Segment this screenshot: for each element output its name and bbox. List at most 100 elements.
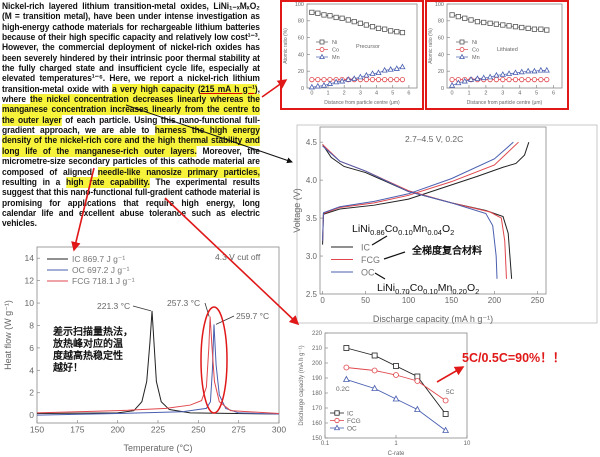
y-tick-label: 100 [435,2,444,8]
y-tick-label: 4 [29,365,34,375]
circle-marker [315,77,321,83]
x-axis-label: Distance from particle centre (μm) [324,100,400,106]
peak-label: 257.3 °C [167,298,200,308]
square-marker [339,15,345,21]
triangle-marker [371,384,379,391]
triangle-marker [393,65,400,71]
square-marker [531,26,538,32]
peak-pointer [215,315,235,325]
formula-part: O [467,282,475,294]
square-marker [468,17,474,23]
square-marker [481,19,487,26]
triangle-marker [392,395,400,402]
triangle-marker [413,405,421,412]
x-tick-label: 3 [501,91,504,97]
square-marker [474,19,481,25]
triangle-marker [357,73,364,80]
peak-pointer [204,302,210,317]
y-tick-label: 80 [298,19,304,25]
square-marker [442,411,449,417]
triangle-marker [326,80,334,86]
circle-marker [506,77,512,83]
x-tick-label: 10 [464,441,471,447]
discharge-curve-IC [322,144,513,279]
triangle-marker [455,79,462,86]
text-segment: Nickel-rich layered lithium transition-m… [2,1,260,95]
peak-label: 221.3 °C [97,301,130,311]
y-tick-label: 3.0 [306,252,318,261]
x-tick-label: 1 [326,91,329,97]
legend-label: OC [347,425,357,432]
subscript: 0.04 [427,228,442,237]
x-axis-label: Temperature (°C) [123,443,192,453]
plot-frame [319,126,547,295]
x-tick-label: 200 [111,425,125,435]
y-tick-label: 160 [312,421,323,427]
dsc-curve-FCG [36,316,280,414]
triangle-marker [375,69,382,76]
dsc-curve-IC [36,310,280,415]
formula-part: Mn [438,282,453,294]
x-tick-label: 6 [407,91,410,97]
triangle-marker [518,68,525,75]
x-tick-label: 5 [535,91,538,97]
x-tick-label: 0.1 [321,441,330,447]
chart-label: 4.3 V cut off [215,252,261,262]
x-tick-label: 1 [467,91,470,97]
square-marker [544,27,550,33]
triangle-marker [333,424,341,431]
subscript: 2 [450,228,454,237]
x-tick-label: 100 [402,296,416,305]
plot-frame [306,3,418,89]
x-tick-label: 3 [359,91,362,97]
highlighted-text: 215 mA h g⁻¹ [200,83,255,95]
circle-marker [493,77,499,83]
square-marker [525,25,531,31]
legend-label: OC 697.2 J g⁻¹ [72,265,130,275]
y-tick-label: 14 [25,253,35,263]
y-tick-label: 3.5 [306,214,318,223]
triangle-marker [459,53,465,59]
formula-part: LiNi [352,223,370,235]
circle-marker [363,77,369,83]
circle-marker [512,77,519,83]
y-tick-label: 60 [298,36,304,42]
square-marker [319,39,325,45]
formula-part: LiNi [377,282,395,294]
square-marker [394,29,400,35]
square-marker [363,22,369,28]
x-axis-label: Discharge capacity (mA h g⁻¹) [373,314,493,324]
formula-part: Co [410,282,424,294]
text-segment: of each particle. Using this nano-functi… [2,114,260,137]
legend-label: FCG [347,418,361,425]
y-tick-label: 80 [438,19,444,25]
highlighted-text: needle-like nanosize primary particles, [97,166,260,178]
triangle-marker [339,77,346,84]
y-tick-label: 2.5 [306,290,318,299]
circle-marker [309,77,315,83]
triangle-marker [480,74,487,81]
triangle-marker [319,53,325,59]
legend-label: FCG [361,255,380,265]
y-tick-label: 170 [312,406,323,412]
square-marker [506,23,512,29]
subscript: 0.70 [395,287,410,296]
x-tick-label: 0 [320,296,325,305]
y-axis-label: Heat flow (W g⁻¹) [3,300,13,370]
circle-marker [382,77,388,83]
rate-line-OC [346,379,446,431]
y-tick-label: 4.0 [306,176,318,185]
circle-marker [399,77,406,83]
x-tick-label: 50 [361,296,370,305]
y-tick-label: 12 [25,276,35,286]
triangle-marker [345,76,352,82]
highlighted-text: a very high capacity ( [112,83,201,95]
x-tick-label: 200 [488,296,502,305]
legend-label: Ni [332,40,337,46]
y-tick-label: 100 [295,2,304,8]
y-tick-label: 200 [312,361,323,367]
dsc-note-line: 差示扫描量热法， [53,325,133,338]
highlighted-text: high rate capability. [66,176,150,188]
